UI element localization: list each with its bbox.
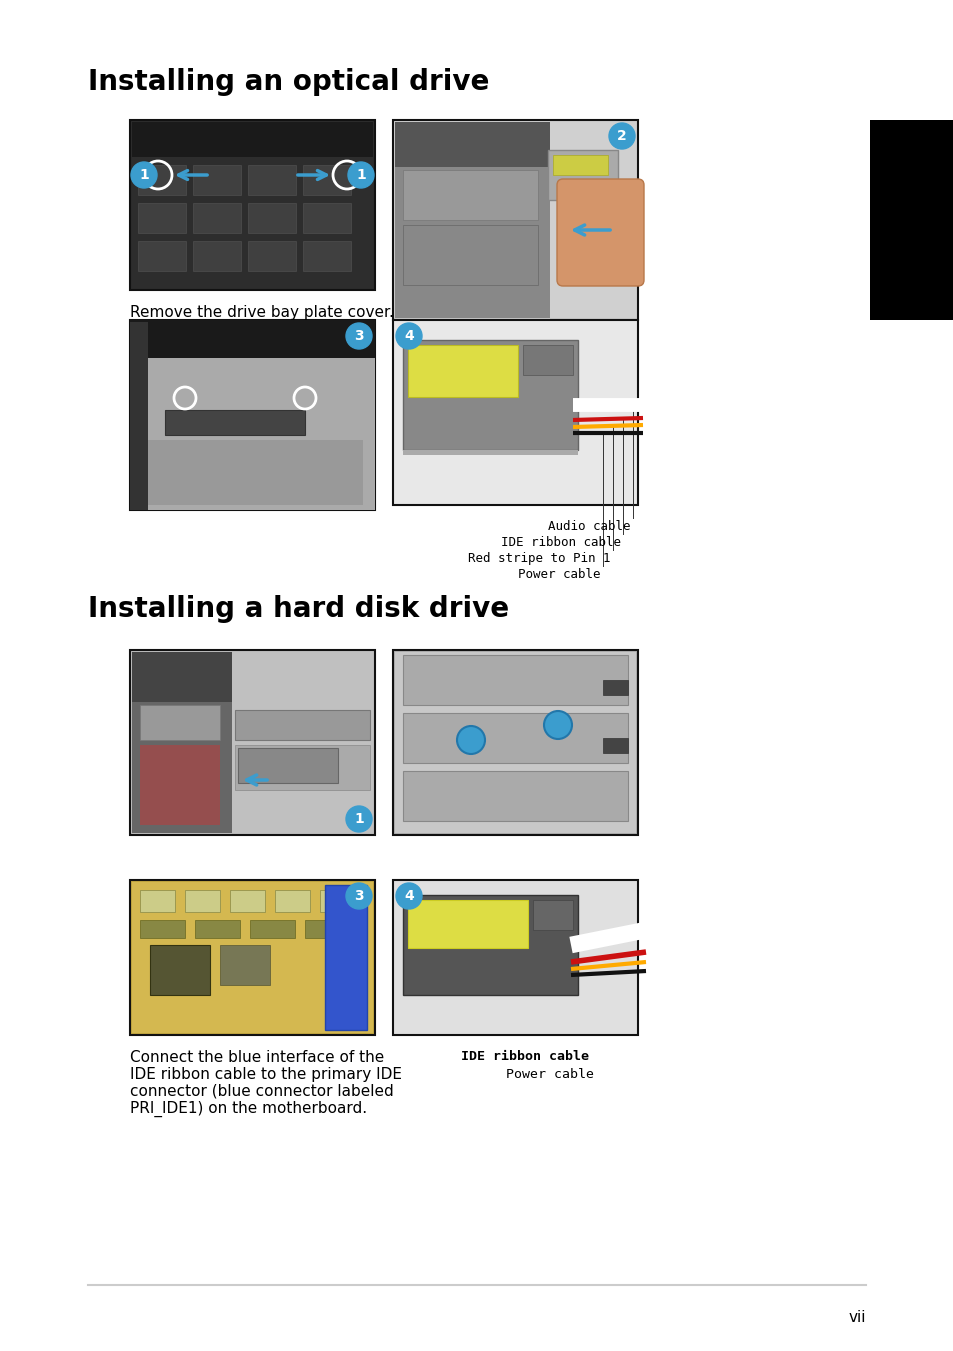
Bar xyxy=(138,165,186,195)
Bar xyxy=(274,890,310,912)
Text: Power cable: Power cable xyxy=(505,1069,594,1081)
Text: 1: 1 xyxy=(139,168,149,182)
Text: 1: 1 xyxy=(355,168,366,182)
Bar xyxy=(547,150,618,200)
Text: 3: 3 xyxy=(354,889,363,902)
Bar xyxy=(138,203,186,232)
Text: IDE ribbon cable: IDE ribbon cable xyxy=(500,536,620,549)
Circle shape xyxy=(395,323,421,349)
Bar xyxy=(402,226,537,285)
Bar xyxy=(220,944,270,985)
Bar xyxy=(402,713,627,763)
Bar xyxy=(395,653,636,834)
Bar xyxy=(148,440,363,505)
Text: 2: 2 xyxy=(617,128,626,143)
Bar xyxy=(402,450,578,455)
Bar xyxy=(248,165,295,195)
Bar xyxy=(303,165,351,195)
Bar xyxy=(602,738,627,753)
Text: Power cable: Power cable xyxy=(518,567,600,581)
Bar xyxy=(395,122,550,317)
Bar xyxy=(402,655,627,705)
Bar xyxy=(140,890,174,912)
Circle shape xyxy=(543,711,572,739)
Bar xyxy=(869,120,953,320)
Bar xyxy=(230,890,265,912)
Bar xyxy=(325,885,367,1029)
Text: vii: vii xyxy=(847,1310,865,1325)
Bar xyxy=(248,203,295,232)
Bar xyxy=(234,711,370,740)
Bar xyxy=(132,882,373,1034)
Bar xyxy=(234,744,370,790)
Text: 4: 4 xyxy=(404,889,414,902)
Bar xyxy=(248,240,295,272)
Circle shape xyxy=(346,807,372,832)
Bar xyxy=(402,771,627,821)
Bar xyxy=(303,203,351,232)
Bar xyxy=(140,744,220,825)
Text: 4: 4 xyxy=(404,330,414,343)
Text: PRI_IDE1) on the motherboard.: PRI_IDE1) on the motherboard. xyxy=(130,1101,367,1117)
Bar xyxy=(393,650,638,835)
Bar xyxy=(132,653,232,834)
Circle shape xyxy=(131,162,157,188)
Bar xyxy=(185,890,220,912)
Circle shape xyxy=(348,162,374,188)
Bar xyxy=(132,122,373,157)
Text: Installing a hard disk drive: Installing a hard disk drive xyxy=(88,594,509,623)
Bar xyxy=(165,409,305,435)
Circle shape xyxy=(456,725,484,754)
Bar xyxy=(193,165,241,195)
Bar xyxy=(553,155,607,176)
Bar xyxy=(602,680,627,694)
Bar xyxy=(140,705,220,740)
Circle shape xyxy=(608,123,635,149)
Bar xyxy=(393,880,638,1035)
Bar xyxy=(138,240,186,272)
Bar xyxy=(408,345,517,397)
Bar xyxy=(132,653,232,703)
Text: Red stripe to Pin 1: Red stripe to Pin 1 xyxy=(468,553,610,565)
Bar xyxy=(305,920,350,938)
Bar xyxy=(393,120,638,320)
Bar xyxy=(130,320,375,509)
Bar xyxy=(130,650,375,835)
Bar xyxy=(402,170,537,220)
Bar xyxy=(130,322,148,509)
Text: 3: 3 xyxy=(354,330,363,343)
Bar xyxy=(193,203,241,232)
Bar xyxy=(402,340,578,450)
FancyBboxPatch shape xyxy=(557,178,643,286)
Text: Installing an optical drive: Installing an optical drive xyxy=(88,68,489,96)
Bar xyxy=(148,358,375,509)
Bar xyxy=(193,240,241,272)
Circle shape xyxy=(346,884,372,909)
Bar xyxy=(303,240,351,272)
Bar xyxy=(194,920,240,938)
Bar xyxy=(319,890,355,912)
Text: Remove the drive bay plate cover.: Remove the drive bay plate cover. xyxy=(130,305,394,320)
Bar xyxy=(402,894,578,994)
Bar xyxy=(130,120,375,290)
Bar xyxy=(130,880,375,1035)
Bar xyxy=(533,900,573,929)
Text: Audio cable: Audio cable xyxy=(548,520,630,534)
Bar xyxy=(522,345,573,376)
Text: 1: 1 xyxy=(354,812,363,825)
Text: IDE ribbon cable: IDE ribbon cable xyxy=(460,1050,588,1063)
Text: IDE ribbon cable to the primary IDE: IDE ribbon cable to the primary IDE xyxy=(130,1067,401,1082)
Bar xyxy=(150,944,210,994)
Circle shape xyxy=(395,884,421,909)
Bar xyxy=(237,748,337,784)
Circle shape xyxy=(346,323,372,349)
Bar xyxy=(408,900,527,948)
Text: connector (blue connector labeled: connector (blue connector labeled xyxy=(130,1084,394,1098)
Bar xyxy=(140,920,185,938)
Bar xyxy=(130,320,375,358)
Text: Connect the blue interface of the: Connect the blue interface of the xyxy=(130,1050,384,1065)
Bar xyxy=(395,122,550,168)
Bar xyxy=(250,920,294,938)
Bar xyxy=(393,320,638,505)
